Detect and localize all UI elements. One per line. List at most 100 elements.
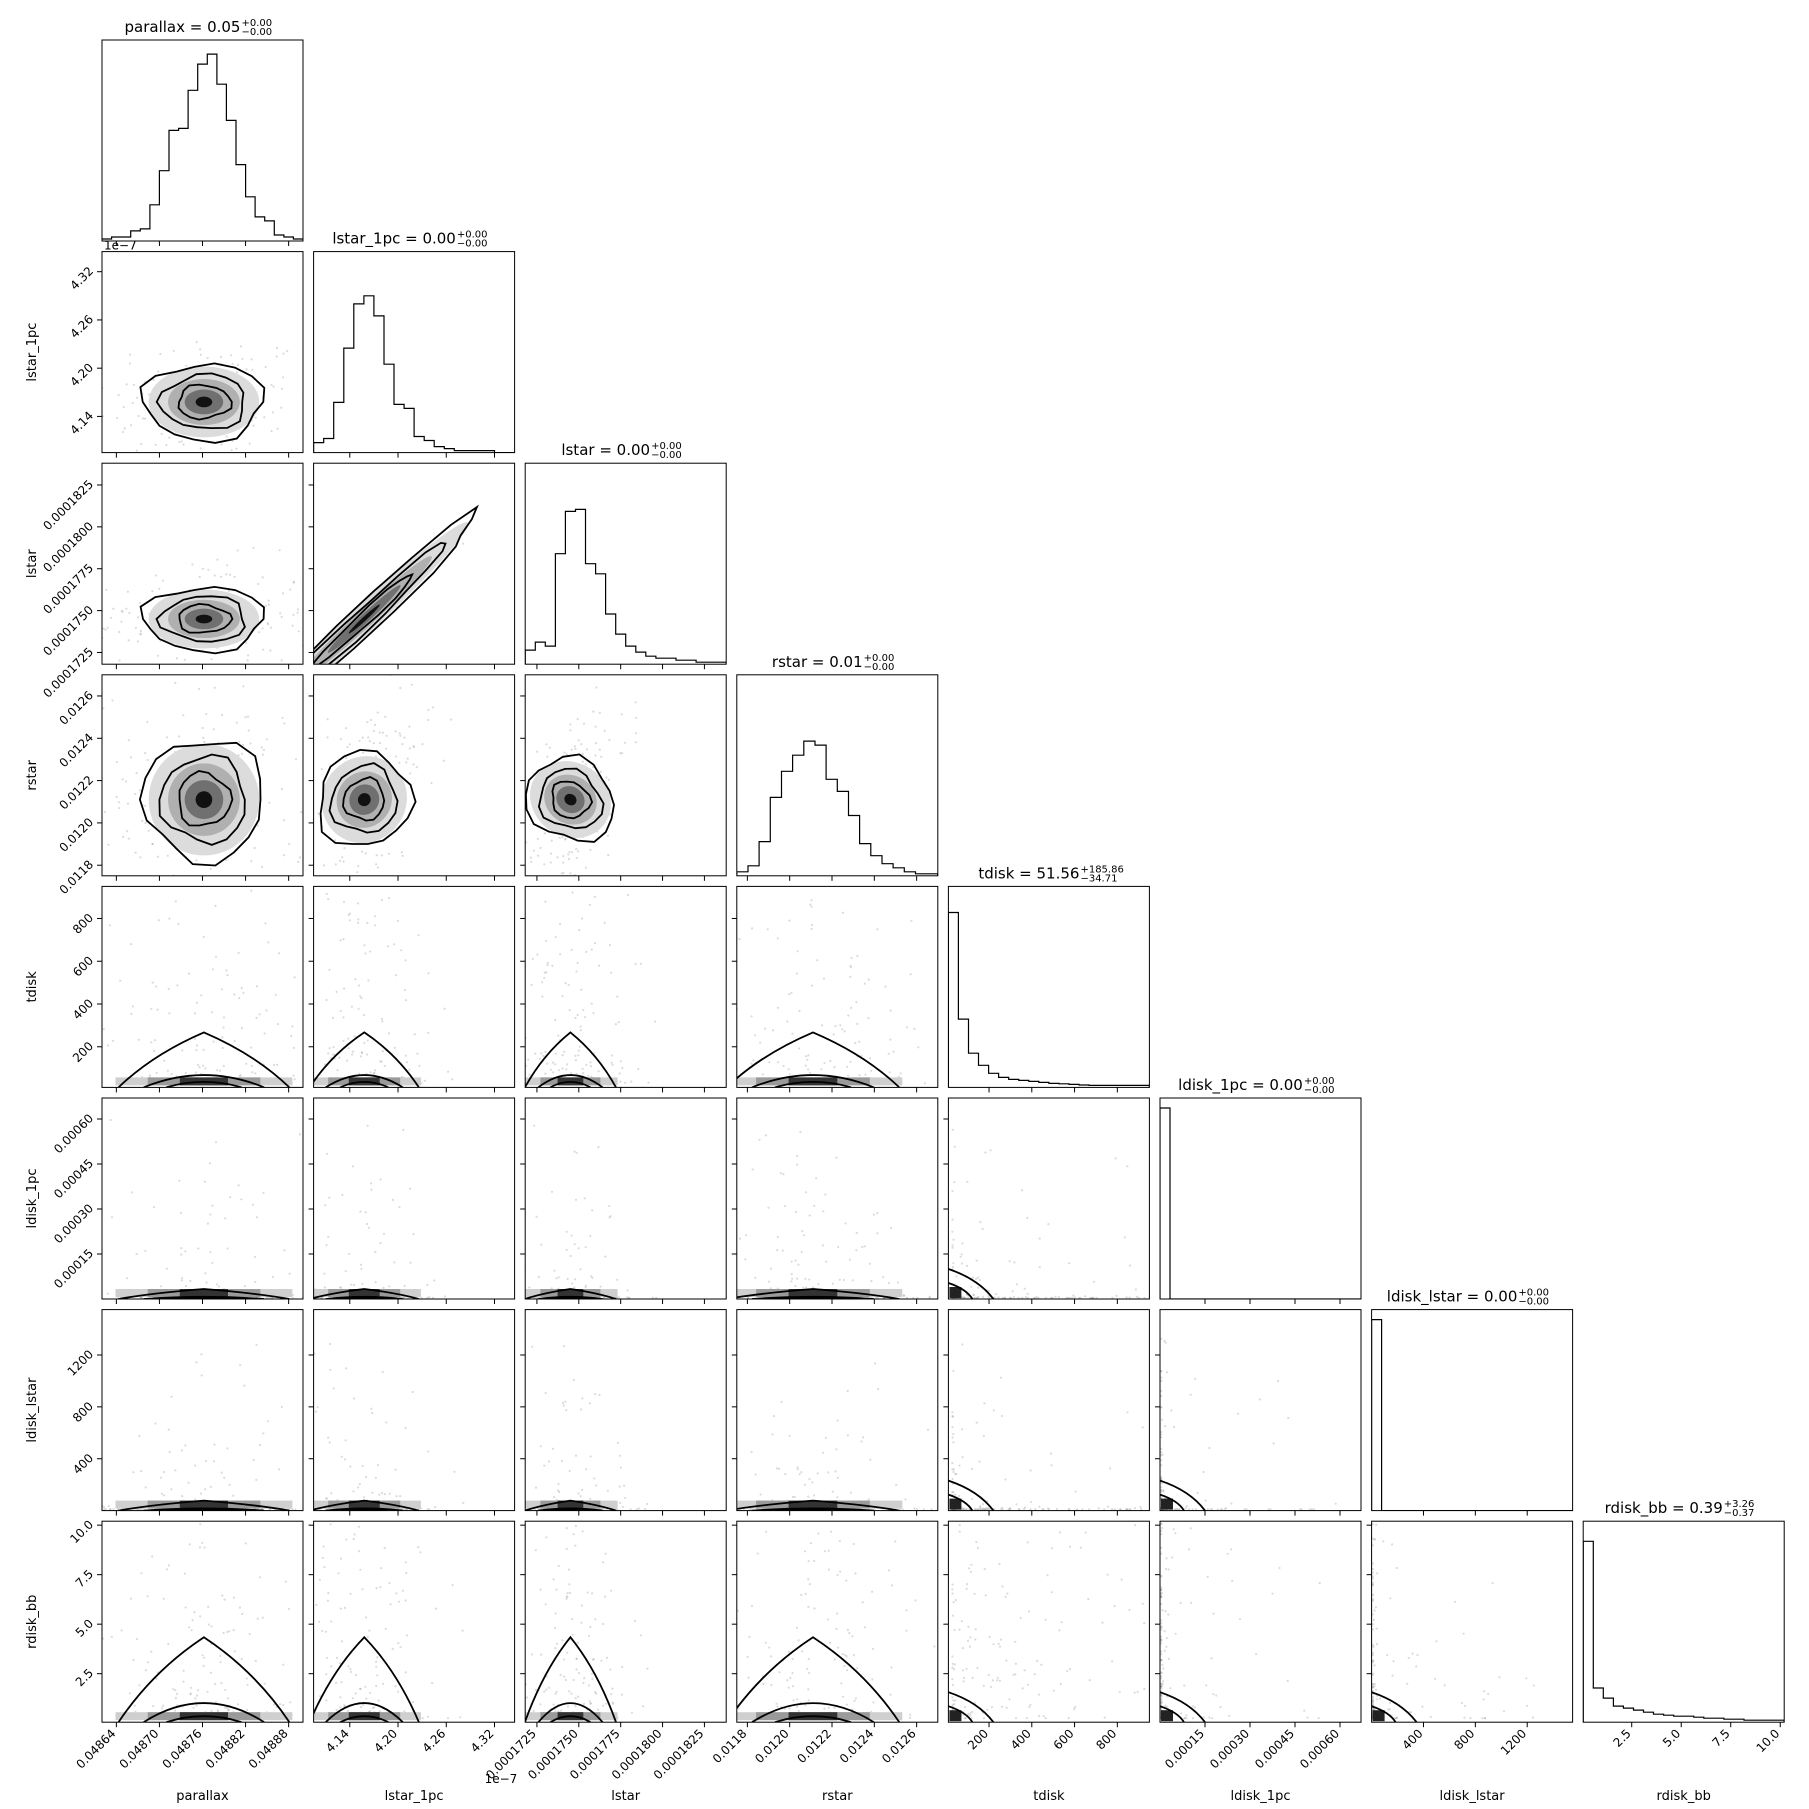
sample-point [135, 1508, 138, 1511]
sample-point [342, 1039, 345, 1042]
sample-point [579, 1268, 582, 1271]
sample-point [573, 745, 577, 748]
sample-point [539, 1588, 542, 1591]
sample-point [549, 852, 553, 855]
sample-point [566, 1705, 570, 1708]
sample-point [1238, 1618, 1242, 1621]
sample-point [1051, 1547, 1054, 1550]
sample-point [580, 743, 583, 746]
sample-point [788, 1073, 791, 1076]
panel-frame [947, 1097, 1150, 1300]
sample-point [777, 1061, 780, 1064]
sample-point [988, 1296, 991, 1299]
sample-point [1020, 1189, 1024, 1192]
sample-point [138, 789, 142, 792]
sample-point [248, 442, 251, 445]
sample-point [393, 1046, 396, 1049]
sample-point [1160, 1489, 1163, 1492]
sample-point [289, 953, 291, 955]
sample-point [252, 1458, 255, 1462]
sample-point [1204, 1499, 1207, 1502]
sample-point [562, 1345, 566, 1348]
sample-point [228, 1630, 231, 1633]
sample-point [420, 1296, 423, 1299]
sample-point [890, 1227, 893, 1230]
sample-point [1372, 1707, 1375, 1711]
sample-point [965, 1667, 968, 1670]
contour-line [165, 1715, 242, 1723]
sample-point [137, 616, 140, 619]
sample-point [1371, 1653, 1374, 1657]
sample-point [591, 1592, 594, 1595]
sample-point [1068, 1262, 1071, 1265]
sample-point [251, 368, 254, 371]
sample-point [833, 1066, 836, 1069]
sample-point [651, 1296, 654, 1299]
sample-point [686, 1498, 688, 1500]
sample-point [854, 1572, 857, 1575]
sample-point [1026, 1216, 1029, 1219]
sample-point [620, 1693, 624, 1696]
y-tick-label: 4.20 [67, 360, 96, 389]
sample-point [159, 352, 162, 356]
sample-point [372, 729, 375, 733]
contour-line [178, 770, 234, 827]
sample-point [325, 1497, 328, 1500]
sample-point [559, 922, 562, 926]
sample-point [194, 1697, 197, 1700]
sample-point [796, 1277, 799, 1280]
sample-point [238, 1075, 241, 1078]
sample-point [497, 919, 499, 921]
sample-point [568, 1009, 571, 1012]
sample-point [199, 1492, 203, 1495]
sample-point [805, 1055, 808, 1058]
sample-point [951, 1190, 954, 1193]
sample-point [823, 1707, 826, 1710]
sample-point [951, 1265, 955, 1269]
sample-point [359, 1055, 362, 1058]
sample-point [863, 1245, 866, 1248]
sample-point [982, 1684, 985, 1687]
sample-point [796, 1698, 799, 1701]
sample-point [240, 1657, 243, 1660]
contour-line [143, 1507, 265, 1511]
sample-point [952, 1369, 955, 1372]
sample-point [1373, 1664, 1376, 1667]
sample-point [105, 588, 108, 592]
sample-point [1001, 1705, 1004, 1708]
sample-point [545, 971, 548, 974]
sample-point [861, 1245, 864, 1249]
sample-point [594, 754, 597, 757]
sample-point [307, 1541, 309, 1543]
sample-point [585, 748, 589, 751]
sample-point [406, 1508, 409, 1511]
sample-point [326, 718, 329, 721]
sample-point [221, 1594, 224, 1597]
sample-point [571, 891, 574, 894]
sample-point [576, 961, 579, 965]
sample-point [676, 1498, 678, 1500]
sample-point [366, 721, 369, 724]
sample-point [366, 1124, 369, 1127]
sample-point [790, 1280, 793, 1283]
sample-point [731, 1711, 733, 1713]
sample-point [199, 1523, 202, 1526]
sample-point [1395, 1717, 1398, 1720]
sample-point [344, 1458, 347, 1461]
sample-point [1084, 1295, 1087, 1298]
sample-point [808, 1214, 811, 1217]
sample-point [644, 1507, 647, 1511]
sample-point [1243, 1508, 1246, 1511]
sample-point [380, 899, 384, 902]
sample-point [634, 701, 637, 704]
sample-point [207, 1605, 210, 1608]
sample-point [965, 1508, 968, 1511]
sample-point [981, 1503, 985, 1506]
sample-point [261, 576, 264, 579]
sample-point [377, 1699, 380, 1702]
sample-point [135, 1252, 138, 1256]
sample-point [1162, 1680, 1165, 1683]
sample-point [867, 1498, 870, 1501]
sample-point [330, 1665, 333, 1668]
